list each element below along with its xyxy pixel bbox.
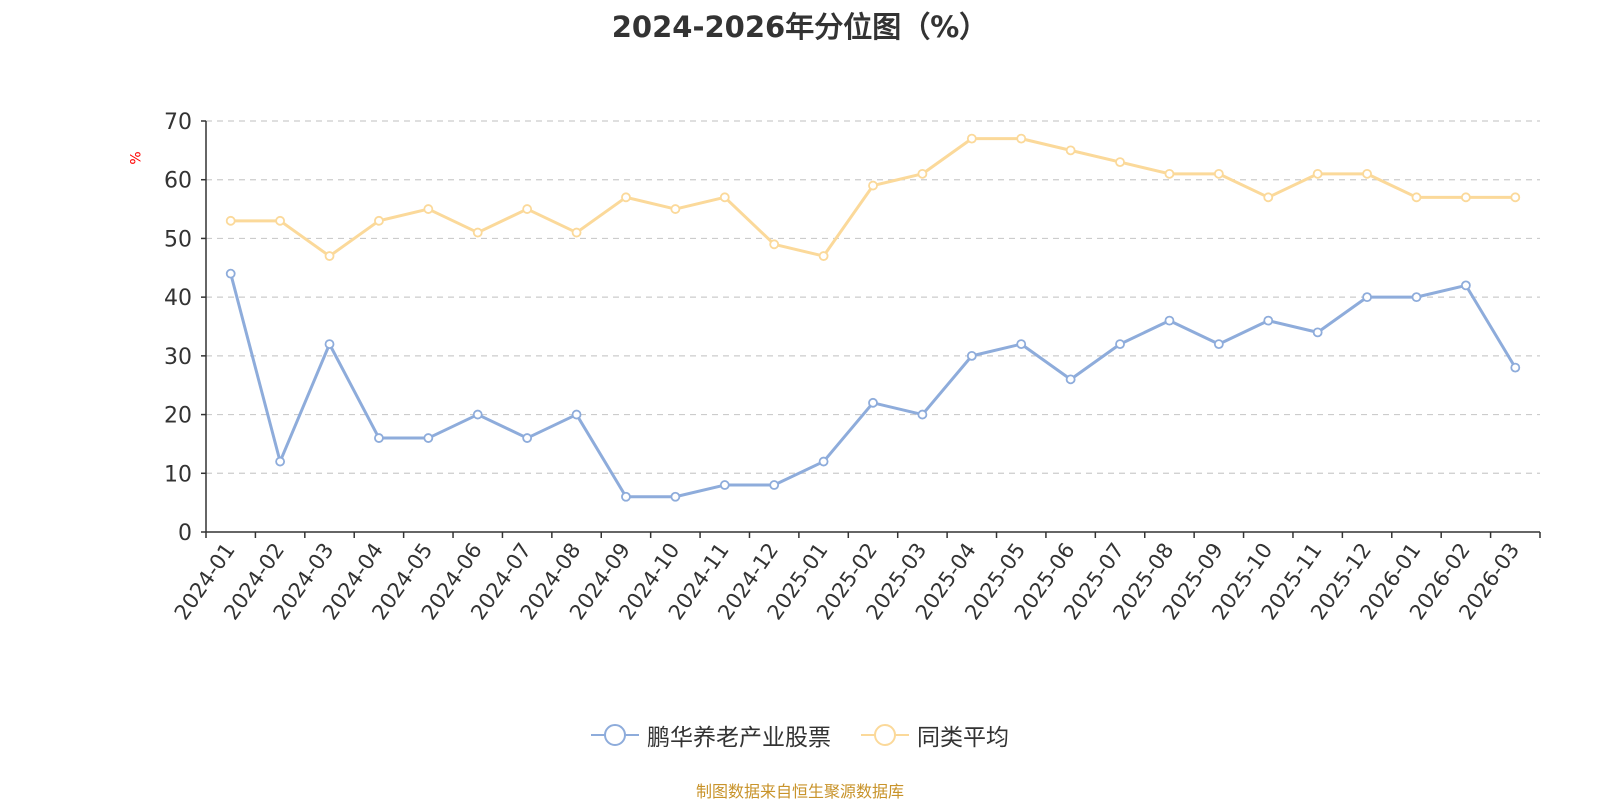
data-point[interactable] xyxy=(423,204,434,214)
data-point[interactable] xyxy=(769,239,780,250)
data-point[interactable] xyxy=(423,433,434,443)
data-point[interactable] xyxy=(275,215,286,226)
grid-lines xyxy=(206,120,1540,474)
y-tick-label: 40 xyxy=(164,286,192,311)
data-point[interactable] xyxy=(1115,157,1125,168)
data-point[interactable] xyxy=(917,409,928,420)
data-point[interactable] xyxy=(1016,133,1027,144)
series-line xyxy=(229,273,1517,499)
y-tick-label: 70 xyxy=(164,110,192,135)
legend-item-series-2[interactable]: 同类平均 xyxy=(861,718,1009,752)
legend-item-series-1[interactable]: 鹏华养老产业股票 xyxy=(591,718,831,752)
y-tick-label: 10 xyxy=(164,462,192,487)
y-axis-ticks: 0 10 20 30 40 50 60 70 xyxy=(164,110,206,546)
data-point[interactable] xyxy=(1164,315,1175,326)
data-point[interactable] xyxy=(324,251,335,261)
data-point[interactable] xyxy=(1263,315,1274,326)
data-point[interactable] xyxy=(1065,145,1076,156)
data-point[interactable] xyxy=(522,433,533,443)
y-tick-label: 20 xyxy=(164,404,192,429)
data-point[interactable] xyxy=(1312,168,1323,179)
data-point[interactable] xyxy=(225,215,236,226)
data-point[interactable] xyxy=(522,204,533,214)
legend: 鹏华养老产业股票 同类平均 xyxy=(0,718,1600,752)
legend-swatch-series-1 xyxy=(591,724,639,746)
chart-title: 2024-2026年分位图（%） xyxy=(611,10,989,44)
y-tick-label: 0 xyxy=(178,521,192,546)
data-point[interactable] xyxy=(1312,327,1323,338)
data-point[interactable] xyxy=(1510,192,1521,203)
data-point[interactable] xyxy=(966,133,977,144)
legend-label-series-1: 鹏华养老产业股票 xyxy=(647,725,831,751)
data-point[interactable] xyxy=(472,227,483,238)
data-point[interactable] xyxy=(966,350,977,361)
data-point[interactable] xyxy=(571,409,582,420)
data-point[interactable] xyxy=(571,227,582,238)
data-point[interactable] xyxy=(324,339,335,350)
data-point[interactable] xyxy=(1460,192,1471,203)
series-group xyxy=(225,133,1521,502)
data-point[interactable] xyxy=(1460,280,1471,291)
series-1 xyxy=(225,268,1521,502)
data-point[interactable] xyxy=(1411,192,1422,203)
legend-swatch-series-2 xyxy=(861,724,909,746)
data-point[interactable] xyxy=(1411,292,1422,303)
data-point[interactable] xyxy=(1115,339,1125,350)
data-source-note: 制图数据来自恒生聚源数据库 xyxy=(695,782,904,801)
data-point[interactable] xyxy=(1213,339,1224,350)
series-2 xyxy=(225,133,1521,261)
data-point[interactable] xyxy=(1510,362,1521,373)
data-point[interactable] xyxy=(917,168,928,179)
data-point[interactable] xyxy=(670,491,681,502)
y-tick-label: 30 xyxy=(164,345,192,370)
data-point[interactable] xyxy=(769,480,780,490)
data-point[interactable] xyxy=(374,215,384,226)
data-point[interactable] xyxy=(1263,192,1274,203)
data-point[interactable] xyxy=(1362,168,1372,179)
data-point[interactable] xyxy=(1016,339,1027,350)
data-point[interactable] xyxy=(670,204,681,214)
legend-label-series-2: 同类平均 xyxy=(917,725,1009,751)
data-point[interactable] xyxy=(621,192,631,203)
data-point[interactable] xyxy=(719,192,730,203)
data-point[interactable] xyxy=(1065,374,1076,385)
data-point[interactable] xyxy=(1213,168,1224,179)
data-point[interactable] xyxy=(818,456,829,467)
axes xyxy=(205,121,1540,533)
data-point[interactable] xyxy=(1164,168,1175,179)
data-point[interactable] xyxy=(225,268,236,279)
data-point[interactable] xyxy=(621,491,631,502)
y-tick-label: 60 xyxy=(164,169,192,194)
data-point[interactable] xyxy=(868,180,878,191)
data-point[interactable] xyxy=(719,480,730,490)
data-point[interactable] xyxy=(818,251,829,261)
x-axis-ticks: 2024-012024-022024-032024-042024-052024-… xyxy=(170,532,1541,624)
data-point[interactable] xyxy=(472,409,483,420)
data-point[interactable] xyxy=(1362,292,1372,303)
data-point[interactable] xyxy=(275,456,286,467)
data-point[interactable] xyxy=(868,397,878,408)
data-point[interactable] xyxy=(374,433,384,443)
y-tick-label: 50 xyxy=(164,227,192,252)
